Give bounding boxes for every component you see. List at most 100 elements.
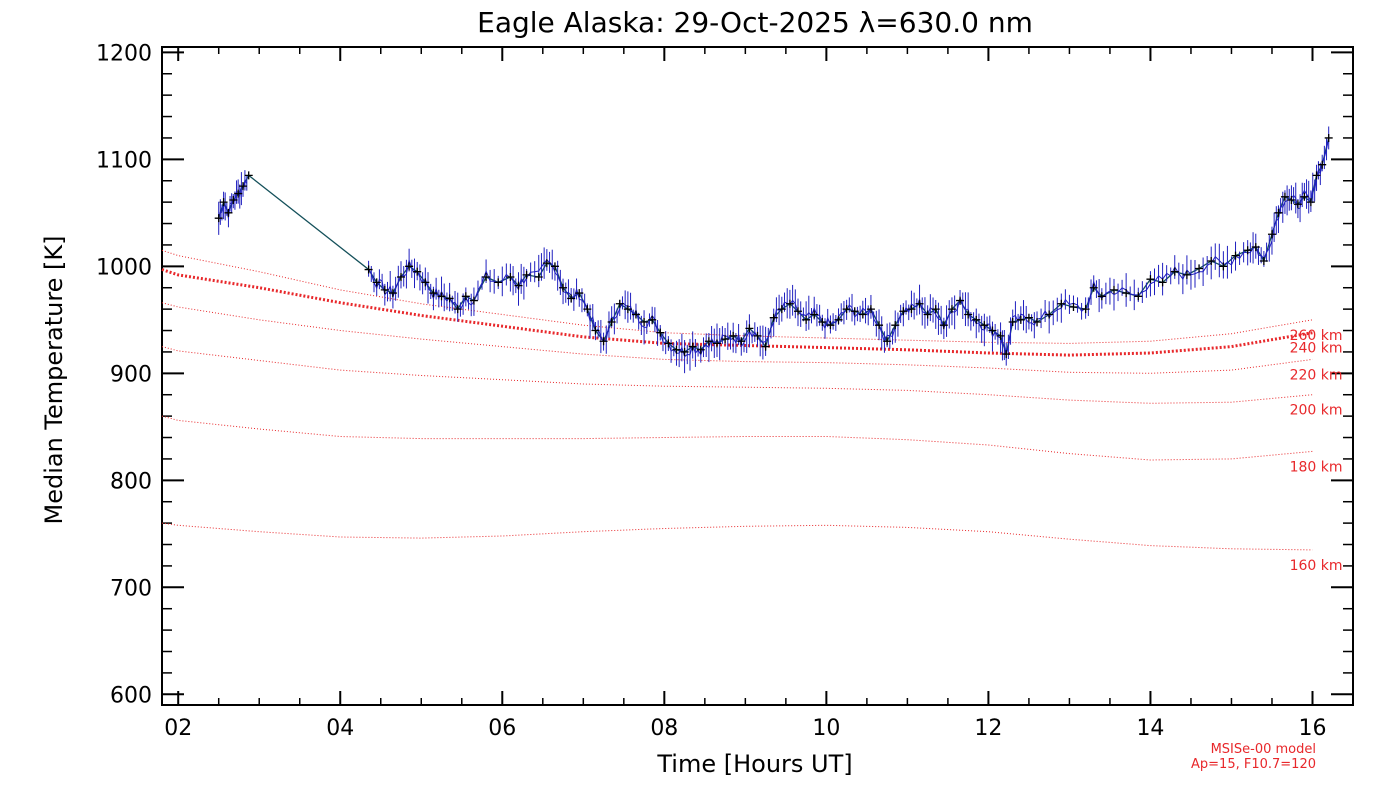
data-point (956, 296, 965, 305)
data-point (239, 182, 248, 191)
measured-trace (368, 137, 1330, 358)
data-point (866, 305, 875, 314)
data-point (1219, 262, 1228, 271)
msis-label-180-km: 180 km (1290, 459, 1343, 475)
data-point (680, 347, 689, 356)
data-point (1008, 317, 1017, 326)
x-tick-label: 14 (1136, 716, 1164, 741)
msis-curve-180-km (161, 415, 1313, 461)
data-point (1069, 302, 1078, 311)
y-tick-label: 700 (110, 576, 152, 601)
data-point (461, 292, 470, 301)
data-point (234, 189, 243, 198)
data-point (1267, 230, 1276, 239)
data-point (1182, 270, 1191, 279)
data-point (834, 315, 843, 324)
data-point (219, 198, 228, 207)
data-point (244, 171, 253, 180)
data-point (729, 331, 738, 340)
data-point (1195, 264, 1204, 273)
msis-label-160-km: 160 km (1290, 558, 1343, 574)
data-point (437, 292, 446, 301)
x-tick-label: 02 (164, 716, 192, 741)
data-point (1033, 317, 1042, 326)
data-point (818, 317, 827, 326)
data-point (931, 305, 940, 314)
x-tick-label: 16 (1298, 716, 1326, 741)
model-note-line2: Ap=15, F10.7=120 (1191, 757, 1316, 772)
data-point (939, 321, 948, 330)
data-point (599, 337, 608, 346)
data-point (810, 310, 819, 319)
data-point (1293, 200, 1302, 209)
data-point (1024, 313, 1033, 322)
data-point (648, 315, 657, 324)
data-point (1259, 256, 1268, 265)
data-point (858, 310, 867, 319)
data-point (542, 259, 551, 268)
data-point (1306, 198, 1315, 207)
data-point (1170, 267, 1179, 276)
data-point (229, 195, 238, 204)
data-point (583, 305, 592, 314)
data-point (777, 305, 786, 314)
data-point (1016, 315, 1025, 324)
data-point (980, 321, 989, 330)
data-point (1122, 289, 1131, 298)
data-point (1300, 192, 1309, 201)
msis-label-220-km: 220 km (1290, 367, 1343, 383)
data-point (1251, 243, 1260, 252)
data-point (688, 342, 697, 351)
data-point (445, 294, 454, 303)
data-point (623, 305, 632, 314)
data-point (988, 326, 997, 335)
data-point (1045, 310, 1054, 319)
data-point (559, 283, 568, 292)
data-point (761, 342, 770, 351)
data-point (364, 265, 373, 274)
data-point (1274, 208, 1283, 217)
measured-trace (218, 178, 248, 219)
data-point (721, 335, 730, 344)
data-point (1318, 160, 1327, 169)
data-point (1057, 299, 1066, 308)
data-point (1207, 256, 1216, 265)
data-point (372, 278, 381, 287)
data-point (785, 299, 794, 308)
data-point (745, 324, 754, 333)
data-point (972, 315, 981, 324)
data-point (826, 321, 835, 330)
data-point (923, 310, 932, 319)
msis-curve-240-km (161, 268, 1313, 357)
data-point (1134, 292, 1143, 301)
x-tick-label: 08 (650, 716, 678, 741)
x-tick-label: 04 (326, 716, 354, 741)
data-point (712, 339, 721, 348)
data-point (591, 326, 600, 335)
y-tick-label: 1100 (96, 148, 152, 173)
data-point (567, 294, 576, 303)
data-point (1097, 292, 1106, 301)
data-point (405, 262, 414, 271)
model-note-line1: MSISe-00 model (1211, 742, 1316, 757)
data-point (899, 307, 908, 316)
msis-curve-260-km (161, 249, 1313, 344)
data-point (1158, 278, 1167, 287)
data-point (421, 278, 430, 287)
data-point (482, 273, 491, 282)
y-axis-title: Median Temperature [K] (40, 235, 68, 524)
y-tick-label: 600 (110, 683, 152, 708)
data-point (469, 296, 478, 305)
data-point (1081, 305, 1090, 314)
data-point (769, 313, 778, 322)
data-point (704, 337, 713, 346)
data-point (214, 214, 223, 223)
data-point (397, 273, 406, 282)
x-axis-title: Time [Hours UT] (656, 750, 852, 778)
data-point (1146, 275, 1155, 284)
data-point (575, 289, 584, 298)
data-point (453, 305, 462, 314)
msis-label-260-km: 260 km (1290, 328, 1343, 344)
data-point (947, 305, 956, 314)
